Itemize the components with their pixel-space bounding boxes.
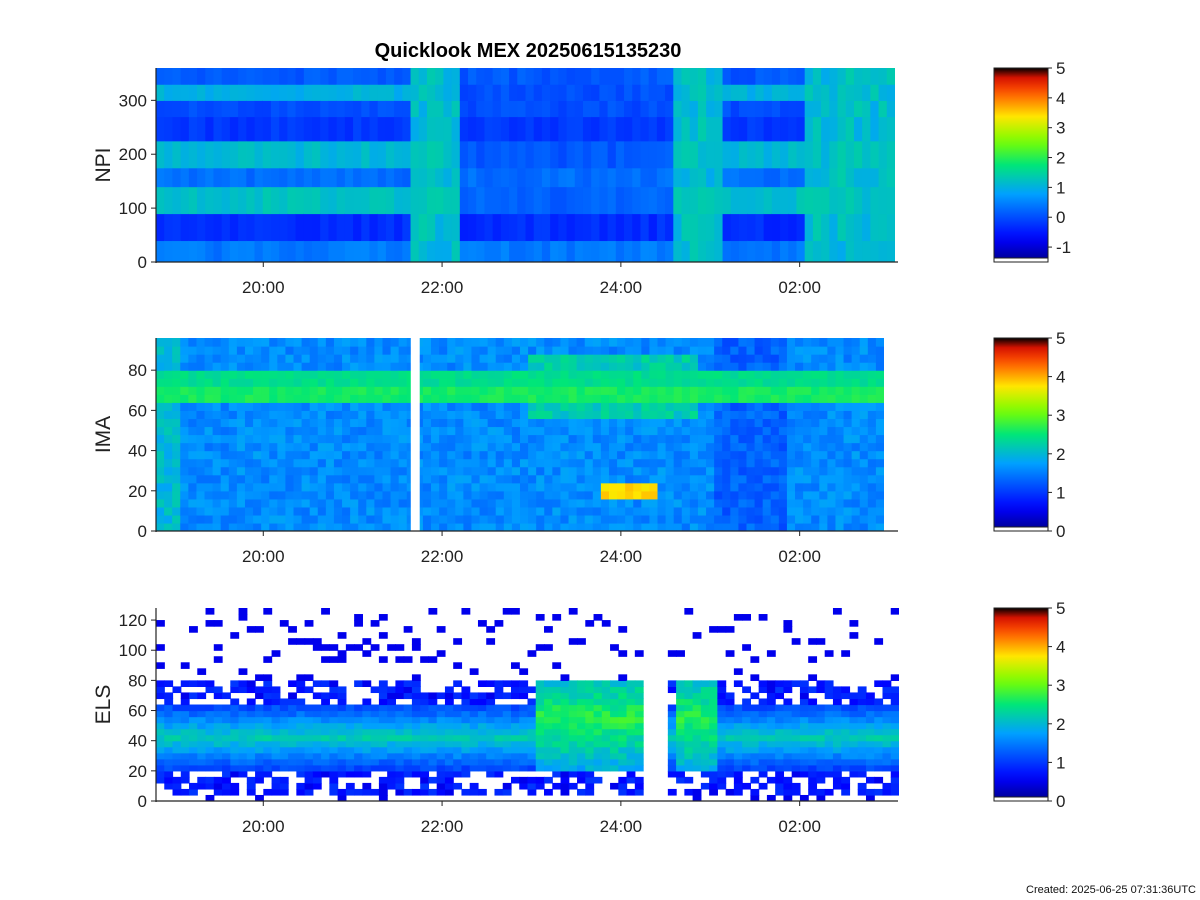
colorbar-tick-label: 3 [1056, 676, 1065, 695]
x-tick-label: 02:00 [778, 278, 821, 297]
colorbar-tick-label: 5 [1056, 599, 1065, 618]
colorbar-tick-label: 1 [1056, 483, 1065, 502]
colorbar-tick-label: 0 [1056, 792, 1065, 811]
colorbar-tick-label: 2 [1056, 149, 1065, 168]
y-tick-label: 200 [119, 145, 147, 164]
y-tick-label: 60 [128, 702, 147, 721]
y-tick-label: 80 [128, 671, 147, 690]
x-tick-label: 20:00 [242, 547, 285, 566]
y-tick-label: 20 [128, 482, 147, 501]
x-tick-label: 24:00 [600, 547, 643, 566]
colorbar-tick-label: 4 [1056, 638, 1065, 657]
colorbar-tick-label: 0 [1056, 522, 1065, 541]
x-tick-label: 22:00 [421, 278, 464, 297]
y-tick-label: 20 [128, 762, 147, 781]
els-panel: 0 20 40 60 80 100 120 20:00 22:00 24:00 02:00 ELS 0 1… [92, 599, 1065, 836]
x-tick-label: 22:00 [421, 547, 464, 566]
colorbar-gradient [993, 607, 1049, 802]
colorbar: -1 0 1 2 3 4 5 [993, 59, 1071, 263]
spectrogram-image [156, 608, 899, 801]
y-tick-label: 300 [119, 91, 147, 110]
y-tick-label: 120 [119, 611, 147, 630]
x-tick-label: 02:00 [778, 817, 821, 836]
y-tick-label: 40 [128, 442, 147, 461]
colorbar-nodata [993, 257, 1049, 263]
colorbar-tick-label: 5 [1056, 59, 1065, 78]
y-tick-label: 0 [138, 792, 147, 811]
y-tick-label: 60 [128, 401, 147, 420]
colorbar-tick-label: 3 [1056, 406, 1065, 425]
figure-title: Quicklook MEX 20250615135230 [375, 40, 682, 62]
ima-axis-label: IMA [92, 416, 115, 453]
els-axis-label: ELS [92, 685, 115, 725]
colorbar: 0 1 2 3 4 5 [993, 329, 1065, 541]
y-tick-label: 80 [128, 361, 147, 380]
npi-panel: 0 100 200 300 20:00 22:00 24:00 02:00 NPI -1 0 1 2 3 4… [92, 59, 1071, 297]
x-tick-label: 20:00 [242, 278, 285, 297]
y-tick-label: 100 [119, 199, 147, 218]
x-tick-label: 20:00 [242, 817, 285, 836]
y-tick-label: 100 [119, 641, 147, 660]
spectrogram-image [156, 338, 884, 531]
colorbar-tick-label: 4 [1056, 368, 1065, 387]
colorbar-gradient [993, 337, 1049, 532]
colorbar-nodata [993, 526, 1049, 532]
data-gap [410, 338, 420, 531]
colorbar-tick-label: 5 [1056, 329, 1065, 348]
x-tick-label: 24:00 [600, 817, 643, 836]
x-tick-label: 22:00 [421, 817, 464, 836]
colorbar-tick-label: 3 [1056, 119, 1065, 138]
spectrogram-image [156, 68, 895, 262]
colorbar-nodata [993, 796, 1049, 802]
colorbar-tick-label: 4 [1056, 89, 1065, 108]
colorbar-gradient [993, 67, 1049, 263]
x-tick-label: 24:00 [600, 278, 643, 297]
colorbar: 0 1 2 3 4 5 [993, 599, 1065, 811]
colorbar-tick-label: 2 [1056, 715, 1065, 734]
y-tick-label: 0 [138, 253, 147, 272]
colorbar-tick-label: 0 [1056, 208, 1065, 227]
x-tick-label: 02:00 [778, 547, 821, 566]
colorbar-tick-label: 1 [1056, 753, 1065, 772]
colorbar-tick-label: 1 [1056, 178, 1065, 197]
y-tick-label: 40 [128, 732, 147, 751]
colorbar-tick-label: 2 [1056, 445, 1065, 464]
npi-axis-label: NPI [92, 147, 115, 182]
created-timestamp: Created: 2025-06-25 07:31:36UTC [1026, 884, 1196, 896]
ima-panel: 0 20 40 60 80 20:00 22:00 24:00 02:00 IMA 0 1 2 3 4 5 [92, 329, 1065, 566]
colorbar-tick-label: -1 [1056, 238, 1071, 257]
y-tick-label: 0 [138, 522, 147, 541]
